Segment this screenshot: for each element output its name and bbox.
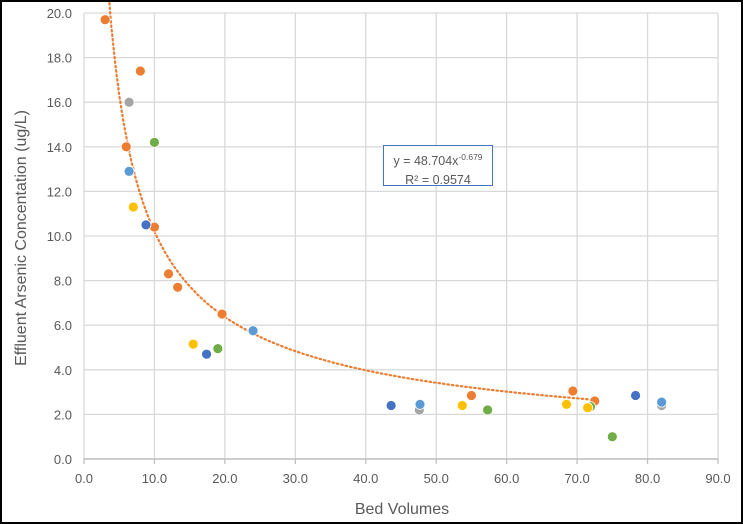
r-squared: R² = 0.9574 bbox=[405, 173, 471, 188]
data-point-series-1 bbox=[466, 390, 477, 401]
data-point-series-1 bbox=[120, 141, 132, 153]
data-point-series-3 bbox=[606, 431, 618, 443]
data-point-series-6 bbox=[201, 348, 212, 360]
data-point-series-5 bbox=[456, 400, 468, 411]
data-point-series-6 bbox=[140, 219, 152, 231]
x-axis-title: Bed Volumes bbox=[355, 501, 449, 518]
x-tick-label: 80.0 bbox=[635, 471, 660, 486]
data-point-series-4 bbox=[656, 396, 668, 408]
data-points bbox=[99, 14, 668, 443]
y-tick-label: 16.0 bbox=[47, 95, 72, 110]
trendline bbox=[108, 2, 596, 401]
y-tick-label: 4.0 bbox=[54, 363, 72, 378]
x-tick-label: 70.0 bbox=[564, 471, 589, 486]
gridlines bbox=[83, 12, 719, 464]
data-point-series-3 bbox=[482, 404, 494, 416]
data-point-series-1 bbox=[216, 308, 228, 320]
data-point-series-2 bbox=[123, 96, 135, 108]
y-tick-label: 20.0 bbox=[47, 6, 72, 21]
equation-exponent: -0.679 bbox=[458, 152, 483, 162]
data-point-series-1 bbox=[567, 385, 579, 397]
x-tick-labels: 0.0 10.0 20.0 30.0 40.0 50.0 60.0 70.0 80.0 90.0 bbox=[75, 471, 731, 486]
y-tick-label: 14.0 bbox=[47, 140, 72, 155]
y-tick-label: 6.0 bbox=[54, 318, 72, 333]
data-point-series-5 bbox=[561, 398, 572, 410]
x-tick-label: 40.0 bbox=[353, 471, 378, 486]
data-point-series-4 bbox=[414, 398, 426, 410]
y-axis-title: Effluent Arsenic Concentation (ug/L) bbox=[13, 110, 30, 366]
x-tick-label: 60.0 bbox=[494, 471, 519, 486]
data-point-series-4 bbox=[247, 325, 259, 337]
data-point-series-3 bbox=[149, 136, 160, 148]
y-tick-label: 18.0 bbox=[47, 51, 72, 66]
data-point-series-1 bbox=[134, 65, 146, 77]
y-tick-label: 12.0 bbox=[47, 184, 72, 199]
y-tick-label: 2.0 bbox=[54, 407, 72, 422]
y-tick-labels: 0.0 2.0 4.0 6.0 8.0 10.0 12.0 14.0 16.0 18.0 20.0 bbox=[47, 6, 72, 467]
x-tick-label: 30.0 bbox=[283, 471, 308, 486]
data-point-series-1 bbox=[163, 268, 174, 280]
y-tick-label: 0.0 bbox=[54, 452, 72, 467]
data-point-series-5 bbox=[127, 201, 139, 213]
data-point-series-1 bbox=[99, 14, 111, 26]
data-point-series-3 bbox=[212, 343, 224, 355]
data-point-series-4 bbox=[123, 165, 135, 177]
y-tick-label: 10.0 bbox=[47, 229, 72, 244]
y-tick-label: 8.0 bbox=[54, 274, 72, 289]
x-tick-label: 20.0 bbox=[212, 471, 237, 486]
trendline-equation-box: y = 48.704x-0.679 R² = 0.9574 bbox=[383, 145, 493, 187]
data-point-series-6 bbox=[630, 390, 641, 401]
x-tick-label: 0.0 bbox=[75, 471, 93, 486]
data-point-series-1 bbox=[172, 281, 184, 293]
x-tick-label: 90.0 bbox=[705, 471, 730, 486]
equation-text: y = 48.704x bbox=[393, 154, 459, 169]
data-point-series-6 bbox=[385, 400, 397, 411]
trendline-equation: y = 48.704x-0.679 bbox=[384, 148, 492, 171]
x-tick-label: 50.0 bbox=[424, 471, 449, 486]
data-point-series-5 bbox=[582, 402, 594, 414]
data-point-series-5 bbox=[187, 338, 199, 350]
x-tick-label: 10.0 bbox=[142, 471, 167, 486]
